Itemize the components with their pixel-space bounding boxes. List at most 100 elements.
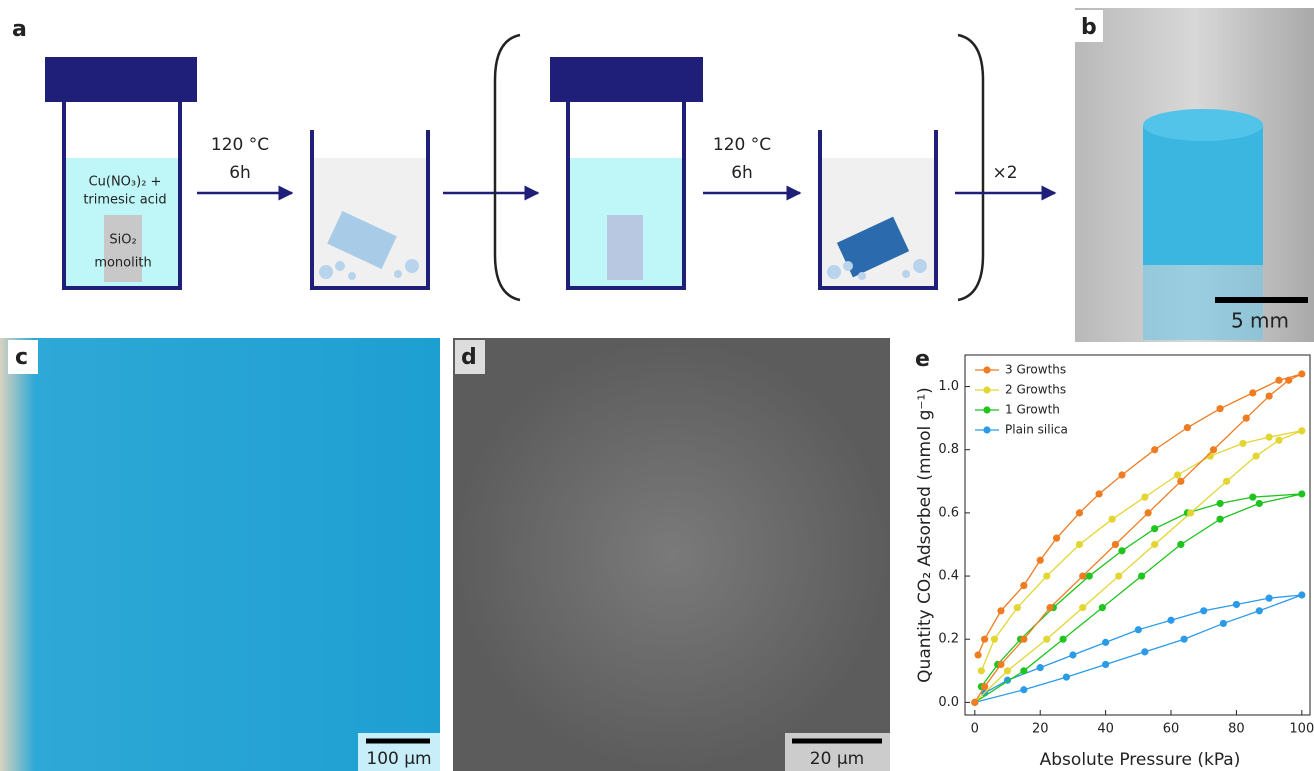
data-point <box>1216 500 1223 507</box>
diagram-text: 120 °C <box>211 135 269 155</box>
data-point <box>971 699 978 706</box>
data-point <box>1138 572 1145 579</box>
data-point <box>997 661 1004 668</box>
data-point <box>1177 478 1184 485</box>
data-point <box>1060 636 1067 643</box>
diagram-text: SiO₂ <box>109 233 136 248</box>
data-point <box>1118 471 1125 478</box>
data-point <box>1043 636 1050 643</box>
data-point <box>978 667 985 674</box>
data-point <box>1063 674 1070 681</box>
data-point <box>1177 541 1184 548</box>
data-point <box>1184 424 1191 431</box>
data-point <box>1112 541 1119 548</box>
data-point <box>991 636 998 643</box>
legend-label: Plain silica <box>1005 423 1068 437</box>
data-point <box>1014 604 1021 611</box>
data-point <box>1020 582 1027 589</box>
data-point <box>1167 617 1174 624</box>
scale-text: 5 mm <box>1231 309 1289 333</box>
data-point <box>1275 437 1282 444</box>
data-point <box>1249 494 1256 501</box>
data-point <box>1216 516 1223 523</box>
data-point <box>1037 557 1044 564</box>
x-tick-label: 80 <box>1228 722 1245 737</box>
data-point <box>1256 500 1263 507</box>
jar-3 <box>550 57 703 288</box>
y-tick-label: 0.2 <box>938 632 959 647</box>
diagram-text: monolith <box>94 256 151 271</box>
data-point <box>1069 651 1076 658</box>
data-point <box>1145 509 1152 516</box>
data-point <box>1020 667 1027 674</box>
data-point <box>1275 377 1282 384</box>
panel-label: b <box>1081 15 1097 40</box>
data-point <box>1079 572 1086 579</box>
data-point <box>1020 636 1027 643</box>
photo <box>0 338 440 771</box>
data-point <box>1118 547 1125 554</box>
diagram-text: Cu(NO₃)₂ + <box>89 175 162 190</box>
x-tick-label: 40 <box>1097 722 1114 737</box>
diagram-text: 120 °C <box>713 135 771 155</box>
data-point <box>1233 601 1240 608</box>
panel-label: e <box>915 347 930 372</box>
panel-label: a <box>12 17 27 42</box>
y-tick-label: 0.8 <box>938 442 959 457</box>
data-point <box>1298 591 1305 598</box>
data-point <box>1109 516 1116 523</box>
data-point <box>1046 604 1053 611</box>
data-point <box>1141 494 1148 501</box>
data-point <box>1004 667 1011 674</box>
data-point <box>981 683 988 690</box>
data-point <box>1249 389 1256 396</box>
diagram-text: 6h <box>229 163 251 183</box>
data-point <box>1243 415 1250 422</box>
y-tick-label: 0.0 <box>938 695 959 710</box>
x-tick-label: 100 <box>1289 722 1314 737</box>
data-point <box>1102 661 1109 668</box>
data-point <box>1285 377 1292 384</box>
data-point <box>1174 471 1181 478</box>
legend-marker <box>983 406 990 413</box>
data-point <box>1220 620 1227 627</box>
data-point <box>1298 490 1305 497</box>
data-point <box>997 607 1004 614</box>
data-point <box>1020 686 1027 693</box>
data-point <box>1266 392 1273 399</box>
data-point <box>1187 509 1194 516</box>
scale-text: 100 μm <box>366 749 431 769</box>
y-tick-label: 1.0 <box>938 379 959 394</box>
photo <box>1143 109 1263 141</box>
bracket <box>958 35 983 300</box>
data-point <box>1216 405 1223 412</box>
data-point <box>1266 434 1273 441</box>
bracket <box>495 35 520 300</box>
legend-marker <box>983 426 990 433</box>
legend-marker <box>983 366 990 373</box>
diagram-text: ×2 <box>992 163 1017 183</box>
data-point <box>974 651 981 658</box>
data-point <box>1223 478 1230 485</box>
panel-label: d <box>461 345 477 370</box>
photo <box>453 338 890 771</box>
data-point <box>1037 664 1044 671</box>
data-point <box>1076 541 1083 548</box>
data-point <box>1151 525 1158 532</box>
data-point <box>1298 427 1305 434</box>
data-point <box>1053 535 1060 542</box>
x-tick-label: 20 <box>1032 722 1049 737</box>
legend-label: 2 Growths <box>1005 383 1066 397</box>
scale-text: 20 μm <box>810 749 864 769</box>
jar-1 <box>45 57 197 288</box>
data-point <box>1076 509 1083 516</box>
diagram-text: 6h <box>731 163 753 183</box>
data-point <box>1252 452 1259 459</box>
y-axis-label: Quantity CO₂ Adsorbed (mmol g⁻¹) <box>915 387 935 683</box>
diagram-text: trimesic acid <box>83 193 166 208</box>
x-axis-label: Absolute Pressure (kPa) <box>1040 750 1241 770</box>
legend-marker <box>983 386 990 393</box>
series-line <box>975 431 1302 703</box>
data-point <box>1043 572 1050 579</box>
data-point <box>1210 446 1217 453</box>
